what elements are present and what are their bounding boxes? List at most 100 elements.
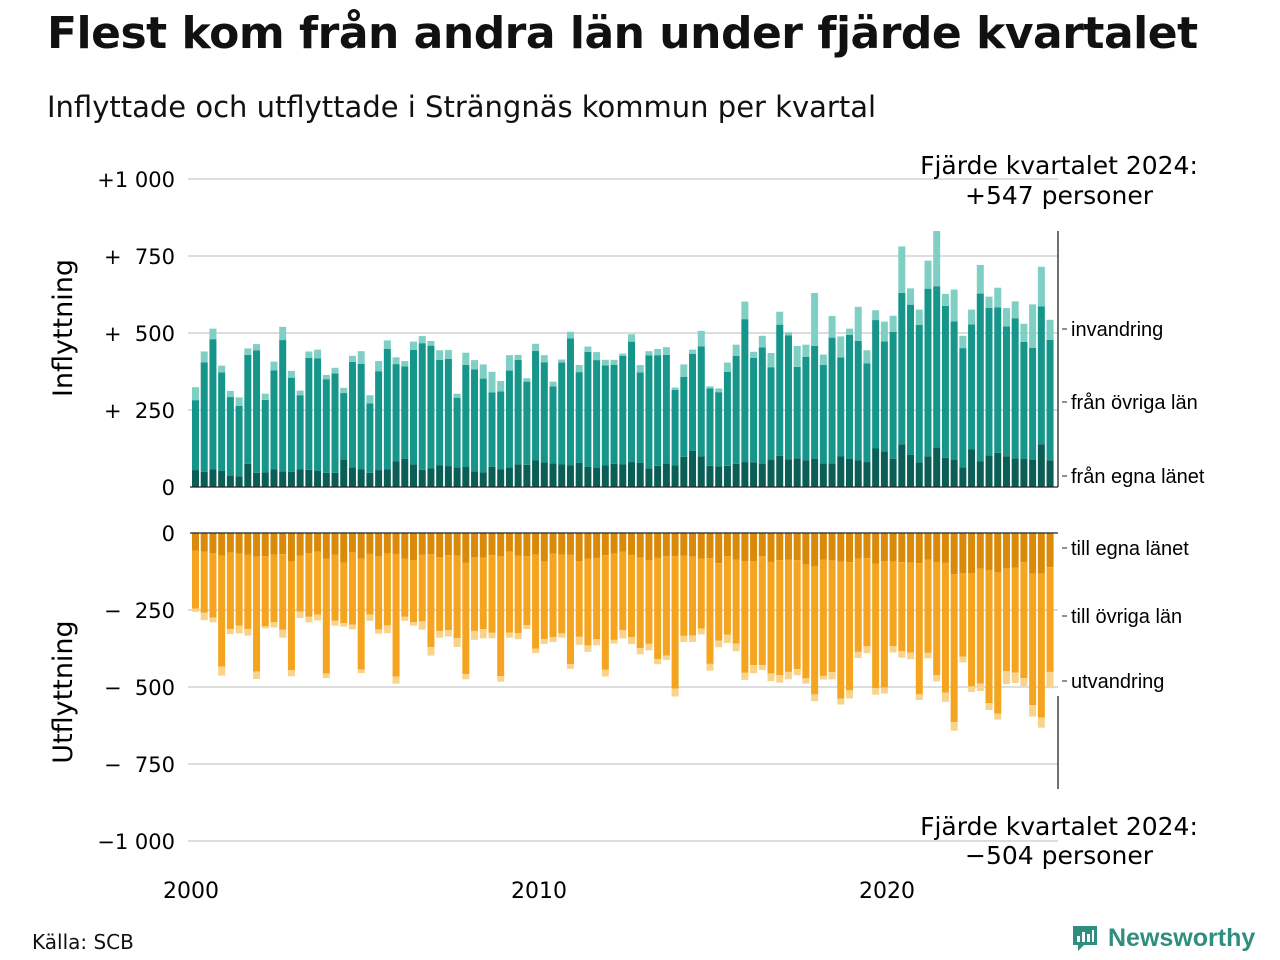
bar-to-own-county: [532, 533, 540, 555]
bar-to-other-counties: [689, 556, 697, 636]
bar-to-other-counties: [209, 553, 217, 618]
bar-immigration: [549, 381, 557, 387]
bar-emigration: [758, 665, 766, 671]
bar-emigration: [793, 669, 801, 676]
bar-to-own-county: [505, 533, 513, 552]
x-tick-label: 2010: [511, 879, 567, 904]
bar-immigration: [497, 381, 505, 392]
bar-from-own-county: [357, 469, 365, 487]
bar-to-other-counties: [244, 554, 252, 630]
bar-emigration: [418, 621, 426, 630]
bar-immigration: [322, 374, 330, 380]
bar-immigration: [636, 365, 644, 373]
bar-from-other-counties: [907, 304, 915, 455]
bar-emigration: [305, 616, 313, 623]
bar-from-other-counties: [348, 361, 356, 468]
bar-to-own-county: [619, 533, 627, 552]
bar-from-other-counties: [218, 372, 226, 471]
bar-to-other-counties: [1046, 567, 1054, 672]
chart-title: Flest kom från andra län under fjärde kv…: [47, 8, 1198, 59]
series-label: invandring: [1071, 319, 1163, 341]
bar-to-other-counties: [907, 562, 915, 653]
bar-to-other-counties: [226, 552, 234, 630]
bar-immigration: [584, 346, 592, 352]
bar-from-own-county: [497, 469, 505, 487]
bar-immigration: [1046, 319, 1054, 340]
bar-emigration: [558, 633, 566, 638]
bar-from-own-county: [619, 464, 627, 487]
bar-to-own-county: [968, 533, 976, 574]
bar-immigration: [846, 328, 853, 335]
bar-to-other-counties: [1002, 568, 1010, 671]
bar-from-own-county: [523, 464, 531, 487]
bar-immigration: [514, 354, 522, 360]
bar-immigration: [976, 264, 984, 294]
bar-from-other-counties: [1011, 318, 1019, 459]
bar-to-own-county: [392, 533, 400, 554]
bar-to-own-county: [340, 533, 348, 563]
bar-to-own-county: [226, 533, 234, 553]
bar-to-other-counties: [514, 555, 522, 634]
bar-to-own-county: [784, 533, 792, 560]
bar-from-other-counties: [889, 331, 897, 459]
bar-to-own-county: [436, 533, 444, 558]
bar-to-own-county: [218, 533, 226, 556]
bar-to-other-counties: [994, 572, 1002, 714]
bar-to-other-counties: [601, 555, 609, 670]
bar-from-own-county: [1002, 456, 1010, 487]
bar-to-own-county: [872, 533, 880, 564]
bar-from-other-counties: [715, 392, 723, 467]
bar-to-other-counties: [662, 556, 670, 656]
bar-from-other-counties: [418, 343, 426, 470]
bar-immigration: [872, 310, 880, 321]
y-tick-label: 0: [162, 476, 175, 500]
bar-from-own-county: [436, 465, 444, 487]
bar-to-own-county: [444, 533, 452, 556]
bar-emigration: [680, 635, 688, 643]
x-tick-label: 2020: [859, 879, 915, 904]
bar-from-own-county: [192, 470, 199, 487]
bar-immigration: [645, 351, 653, 356]
bar-to-own-county: [706, 533, 714, 559]
bar-to-own-county: [575, 533, 583, 562]
bar-emigration: [889, 646, 897, 653]
bar-from-own-county: [322, 472, 330, 487]
bar-immigration: [1029, 304, 1037, 348]
bar-to-own-county: [802, 533, 810, 565]
bar-from-own-county: [907, 454, 915, 487]
bar-emigration: [784, 671, 792, 680]
bar-from-own-county: [680, 456, 688, 487]
bar-to-own-county: [854, 533, 862, 559]
bar-to-own-county: [471, 533, 479, 558]
bar-to-own-county: [322, 533, 330, 559]
bar-emigration: [322, 673, 330, 679]
bar-from-own-county: [784, 459, 792, 487]
bar-to-other-counties: [750, 561, 758, 666]
bar-from-other-counties: [662, 354, 670, 464]
bar-immigration: [968, 309, 976, 325]
bar-emigration: [933, 674, 941, 682]
bar-to-other-counties: [549, 553, 557, 638]
bar-immigration: [950, 289, 958, 322]
bar-to-other-counties: [636, 557, 644, 649]
bar-immigration: [1011, 301, 1019, 319]
bar-to-other-counties: [776, 560, 784, 676]
bar-to-other-counties: [863, 558, 871, 647]
bar-from-own-county: [628, 462, 635, 487]
bar-immigration: [331, 367, 339, 374]
bar-to-own-county: [671, 533, 679, 557]
bar-to-other-counties: [924, 559, 932, 653]
bar-from-other-counties: [924, 288, 932, 457]
bar-from-own-county: [505, 467, 513, 487]
bar-immigration: [933, 231, 941, 287]
bar-emigration: [959, 656, 967, 663]
bar-emigration: [366, 614, 374, 621]
brand-logo[interactable]: Newsworthy: [1070, 923, 1255, 953]
bar-to-other-counties: [968, 573, 976, 687]
bar-to-own-county: [549, 533, 557, 554]
bar-to-own-county: [200, 533, 208, 552]
bar-from-own-county: [837, 456, 845, 487]
bar-from-own-county: [758, 463, 766, 487]
bar-immigration: [593, 352, 601, 361]
bar-from-own-county: [854, 460, 862, 487]
